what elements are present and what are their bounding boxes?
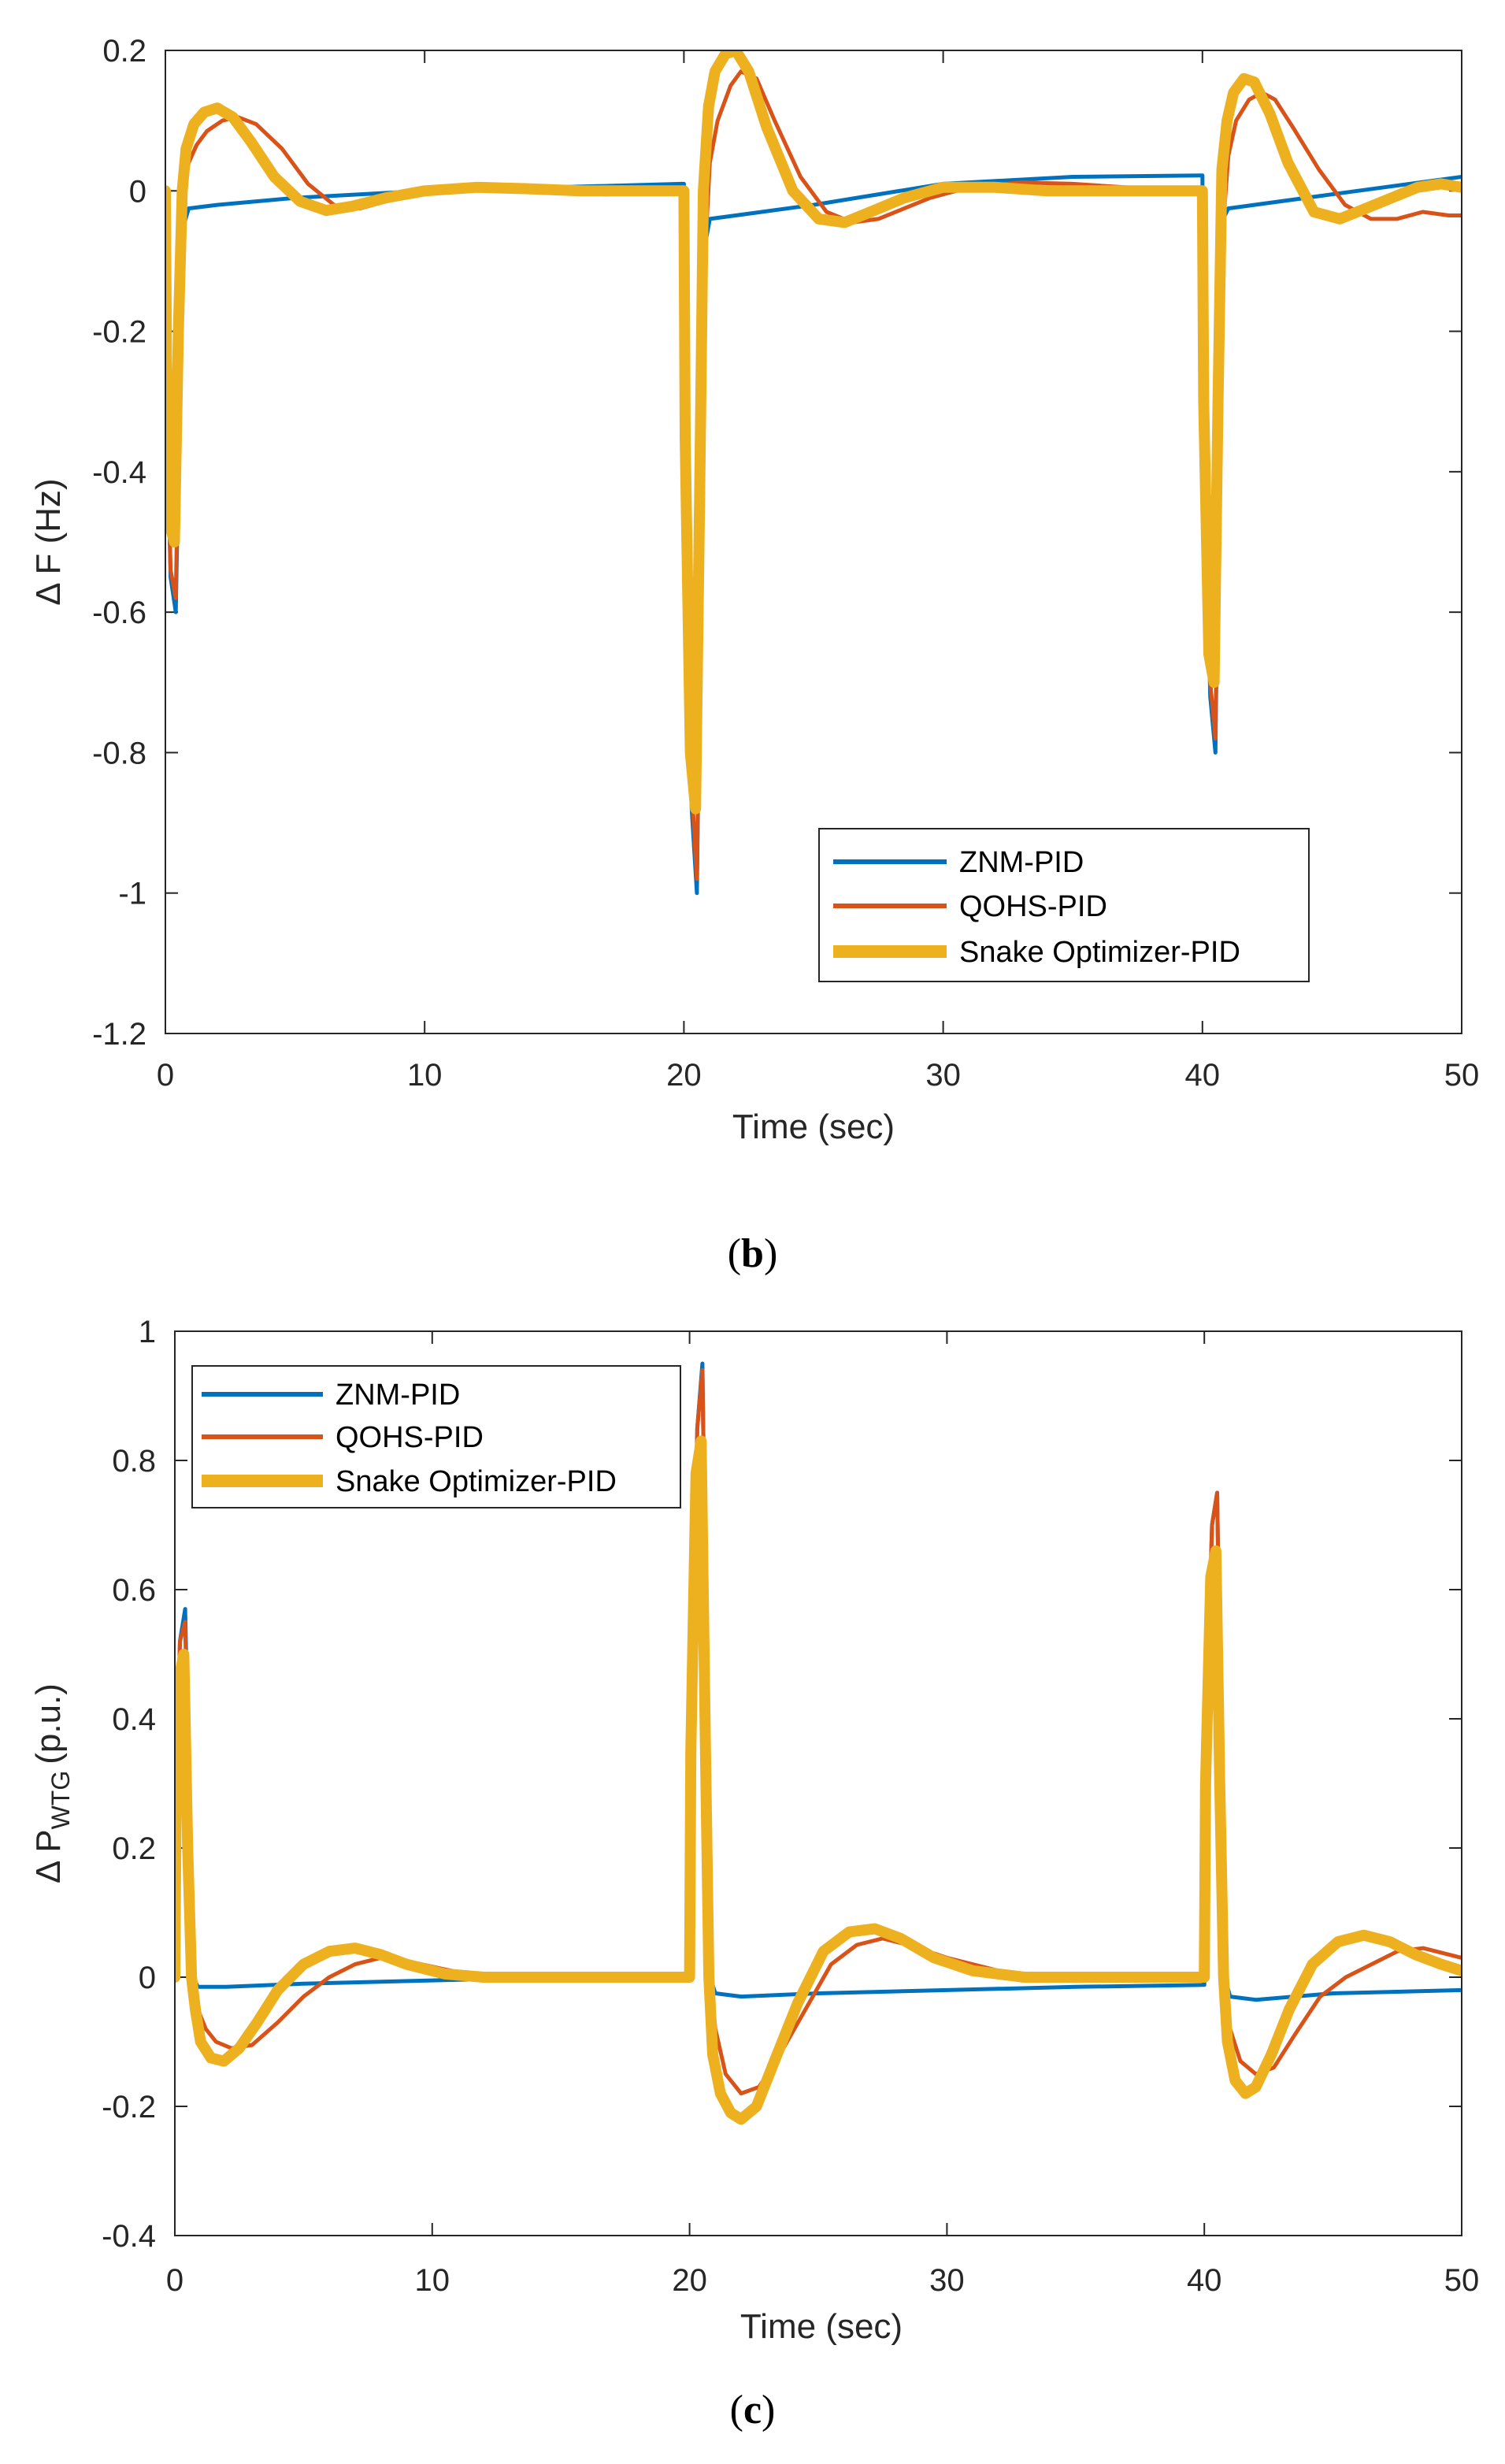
- caption-c-letter: c: [743, 2388, 762, 2432]
- x-tick-label: 0: [166, 2263, 183, 2298]
- y-tick-label: -0.4: [92, 455, 146, 490]
- x-axis-label-b: Time (sec): [732, 1108, 895, 1146]
- x-tick-label: 10: [415, 2263, 450, 2298]
- y-axis-label-c: Δ PWTG (p.u.): [29, 1683, 75, 1883]
- legend-label-qohs-b: QOHS-PID: [959, 890, 1107, 923]
- legend-label-qohs-c: QOHS-PID: [335, 1421, 484, 1454]
- x-tick-label: 10: [407, 1058, 443, 1093]
- x-tick-label: 40: [1187, 2263, 1222, 2298]
- y-tick-label: -0.8: [92, 736, 146, 770]
- y-tick-label: -1.2: [92, 1017, 146, 1052]
- plot-series-b: [165, 50, 1462, 896]
- y-tick-labels-c: 1 0.8 0.6 0.4 0.2 0 -0.2 -0.4: [102, 1315, 156, 2254]
- y-tick-label: 0.6: [112, 1573, 156, 1608]
- svg-text:Δ PWTG(p.u.): Δ PWTG (p.u.): [29, 1683, 75, 1883]
- y-tick-label: 0.8: [112, 1444, 156, 1479]
- y-tick-label: -0.4: [102, 2219, 156, 2254]
- y-tick-label: -1: [118, 877, 146, 911]
- series-line-snake: [165, 50, 1462, 815]
- x-tick-label: 30: [929, 2263, 965, 2298]
- axes-frame-b: [165, 50, 1462, 1034]
- y-tick-label: 0: [129, 174, 146, 209]
- x-tick-label: 0: [157, 1058, 174, 1093]
- y-tick-labels-b: 0.2 0 -0.2 -0.4 -0.6 -0.8 -1 -1.2: [92, 34, 146, 1052]
- series-line-snake: [175, 1435, 1462, 2125]
- x-tick-label: 40: [1185, 1058, 1221, 1093]
- y-axis-label-c-unit: (p.u.): [29, 1683, 68, 1765]
- legend-label-znm-b: ZNM-PID: [959, 846, 1084, 879]
- series-line-qohs: [175, 1367, 1462, 2096]
- y-tick-label: -0.2: [102, 2090, 156, 2124]
- plot-series-c: [175, 1361, 1462, 2125]
- y-tick-label: 0.4: [112, 1702, 156, 1737]
- legend-label-snake-c: Snake Optimizer-PID: [335, 1465, 617, 1498]
- x-tick-label: 50: [1444, 1058, 1480, 1093]
- legend-c: ZNM-PID QOHS-PID Snake Optimizer-PID: [191, 1365, 681, 1508]
- x-tick-label: 30: [925, 1058, 961, 1093]
- y-tick-label: 1: [139, 1315, 156, 1349]
- y-tick-label: 0: [139, 1961, 156, 1995]
- x-tick-labels-c: 0 10 20 30 40 50: [166, 2263, 1479, 2298]
- y-axis-label-c-sub: WTG: [46, 1771, 75, 1830]
- x-tick-labels-b: 0 10 20 30 40 50: [157, 1058, 1479, 1093]
- y-tick-label: -0.6: [92, 596, 146, 630]
- caption-b: (b): [727, 1231, 778, 1276]
- chart-b: 0 10 20 30 40 50 0.2 0 -0.2 -0.4 -0.6 -0.8 -1 -1.2 T…: [29, 34, 1479, 1146]
- axes-frame-c: [174, 1330, 1462, 2236]
- y-tick-label: 0.2: [102, 34, 146, 69]
- x-tick-label: 20: [672, 2263, 707, 2298]
- y-axis-label-b: Δ F (Hz): [29, 478, 68, 605]
- y-tick-label: -0.2: [92, 315, 146, 350]
- caption-b-letter: b: [741, 1231, 764, 1276]
- legend-label-znm-c: ZNM-PID: [335, 1379, 460, 1412]
- x-tick-label: 50: [1444, 2263, 1480, 2298]
- x-tick-label: 20: [666, 1058, 702, 1093]
- y-axis-label-c-main: Δ P: [29, 1829, 68, 1883]
- y-tick-label: 0.2: [112, 1831, 156, 1866]
- series-line-qohs: [165, 69, 1462, 881]
- legend-label-snake-b: Snake Optimizer-PID: [959, 936, 1240, 969]
- caption-c: (c): [729, 2388, 776, 2432]
- legend-b: ZNM-PID QOHS-PID Snake Optimizer-PID: [818, 828, 1310, 982]
- x-axis-label-c: Time (sec): [740, 2307, 903, 2346]
